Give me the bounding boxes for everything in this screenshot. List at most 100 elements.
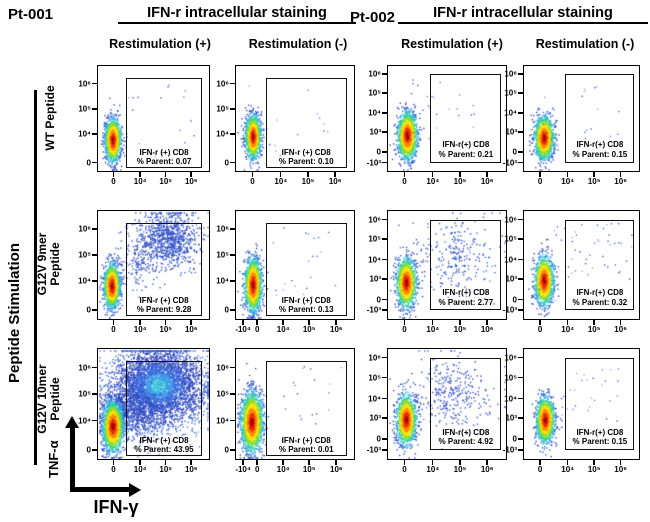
scatter-canvas [236,349,354,459]
gate-name: IFN-r(+) CD8 [576,140,624,150]
x-tick-mark [431,320,434,325]
tnf-axis-arrowhead-icon [65,416,79,428]
x-tick-mark [539,460,541,465]
y-tick-mark [382,161,387,164]
column-header-restim-minus-pt1: Restimulation (-) [248,37,348,51]
ifn-axis-arrowhead-icon [129,482,141,497]
y-tick-label: 10⁶ [368,69,381,79]
y-tick-mark [382,112,387,114]
y-tick-label: 10⁵ [368,373,381,383]
x-tick-label: 10⁵ [587,177,601,186]
x-tick-label: 10⁶ [614,177,627,186]
y-tick-mark [382,438,387,440]
flow-plot-pt1-plus-wt: IFN-r (+) CD8% Parent: 0.07 10⁶ 10⁵ 10⁴ 0 0 10… [78,65,210,186]
column-header-restim-plus-pt2: Restimulation (+) [401,37,503,51]
gate-name: IFN-r (+) CD8 [281,435,331,445]
y-tick-mark [382,376,387,379]
y-tick-label: 10⁶ [368,353,381,363]
y-tick-mark [230,309,235,311]
y-tick-mark [230,393,235,395]
y-tick-mark [92,366,97,369]
x-tick-label: 10⁴ [426,177,440,186]
gate-box [565,74,635,163]
y-tick-label: 0 [86,158,91,168]
x-tick-mark [458,460,461,465]
gate-name: IFN-r(+) CD8 [442,427,490,437]
x-tick-mark [308,320,310,325]
row-label-wt-peptide: WT Peptide [43,85,57,151]
x-tick-label: 10⁴ [561,177,575,186]
x-tick-label: 10⁶ [614,465,627,474]
gate-percent-parent: % Parent: 2.77 [438,297,494,307]
y-tick-label: 0 [512,147,517,157]
y-tick-label: -10³ [366,445,381,455]
y-tick-label: 10⁴ [216,276,229,286]
x-tick-label: 10⁵ [587,465,601,474]
y-tick-label: 10⁵ [504,234,517,244]
x-tick-label: 10⁴ [133,177,147,186]
x-tick-label: 10⁵ [302,465,316,474]
y-tick-label: 10³ [369,274,381,284]
gate-name: IFN-r(+) CD8 [442,288,490,298]
scatter-canvas [388,211,506,319]
column-header-restim-plus-pt1: Restimulation (+) [109,37,211,51]
y-tick-label: 10⁵ [504,88,517,98]
gate-name: IFN-r(+) CD8 [442,140,490,150]
y-tick-mark [92,161,97,164]
gate-percent-parent: % Parent: 0.15 [572,437,628,447]
y-tick-mark [382,258,387,261]
x-tick-label: 10⁵ [159,325,173,334]
y-tick-label: 10⁶ [216,224,229,234]
gate-percent-parent: % Parent: 9.28 [136,305,192,315]
gate-label: IFN-r(+) CD8% Parent: 0.32 [565,288,634,307]
y-tick-label: 10⁴ [216,416,229,425]
x-tick-mark [566,172,569,177]
y-tick-label: -10³ [502,158,517,168]
x-tick-mark [251,172,254,177]
y-tick-label: 10⁶ [78,363,91,373]
scatter-canvas [524,211,639,319]
gate-percent-parent: % Parent: 4.92 [438,437,494,447]
x-tick-mark [539,172,541,177]
y-tick-mark [230,82,235,85]
x-tick-label: 10⁵ [302,325,316,334]
y-tick-mark [518,92,523,94]
y-tick-label: -10³ [366,305,381,315]
y-tick-label: 0 [376,147,381,157]
flow-plot-pt1-plus-9mer: IFN-r (+) CD8% Parent: 9.28 10⁶ 10⁵ 10⁴ 0 0 10… [78,210,210,334]
gate-percent-parent: % Parent: 0.01 [278,445,334,455]
x-tick-label: 0 [402,465,407,474]
gate-percent-parent: % Parent: 0.10 [278,157,334,167]
x-tick-mark [112,320,115,325]
gate-label: IFN-r(+) CD8% Parent: 2.77 [430,288,501,307]
x-tick-label: 10⁶ [480,177,494,186]
gate-label: IFN-r(+) CD8% Parent: 0.21 [430,140,501,159]
tnf-alpha-axis-label: TNF-α [46,440,61,479]
y-tick-mark [518,112,523,114]
flow-plot-pt1-minus-wt: IFN-r (+) CD8% Parent: 0.10 10⁶ 10⁵ 10⁴ 0 0 10… [216,65,355,186]
gate-box [125,222,203,316]
x-tick-mark [458,172,461,177]
x-tick-label: 10⁵ [159,177,173,186]
y-tick-mark [230,449,235,451]
y-tick-mark [518,449,523,451]
y-tick-mark [518,218,523,221]
y-tick-label: 0 [512,434,517,444]
gate-box [265,361,347,456]
x-tick-mark [335,320,337,325]
y-tick-mark [382,278,387,280]
gate-percent-parent: % Parent: 43.95 [134,445,194,455]
x-tick-label: 0 [111,325,116,334]
gate-name: IFN-r (+) CD8 [281,147,331,157]
y-tick-mark [92,419,97,422]
y-tick-label: 10⁶ [368,215,381,225]
x-tick-mark [282,320,284,325]
y-tick-mark [382,92,387,94]
flow-plot-pt2-plus-9mer: IFN-r(+) CD8% Parent: 2.77 10⁶ 10⁵ 10⁴ 10³ 0-… [367,210,507,334]
y-tick-mark [92,449,97,451]
y-tick-label: 10⁵ [78,250,91,260]
x-tick-mark [256,460,258,465]
y-tick-label: 0 [86,305,91,315]
x-tick-label: 10⁶ [184,325,198,334]
